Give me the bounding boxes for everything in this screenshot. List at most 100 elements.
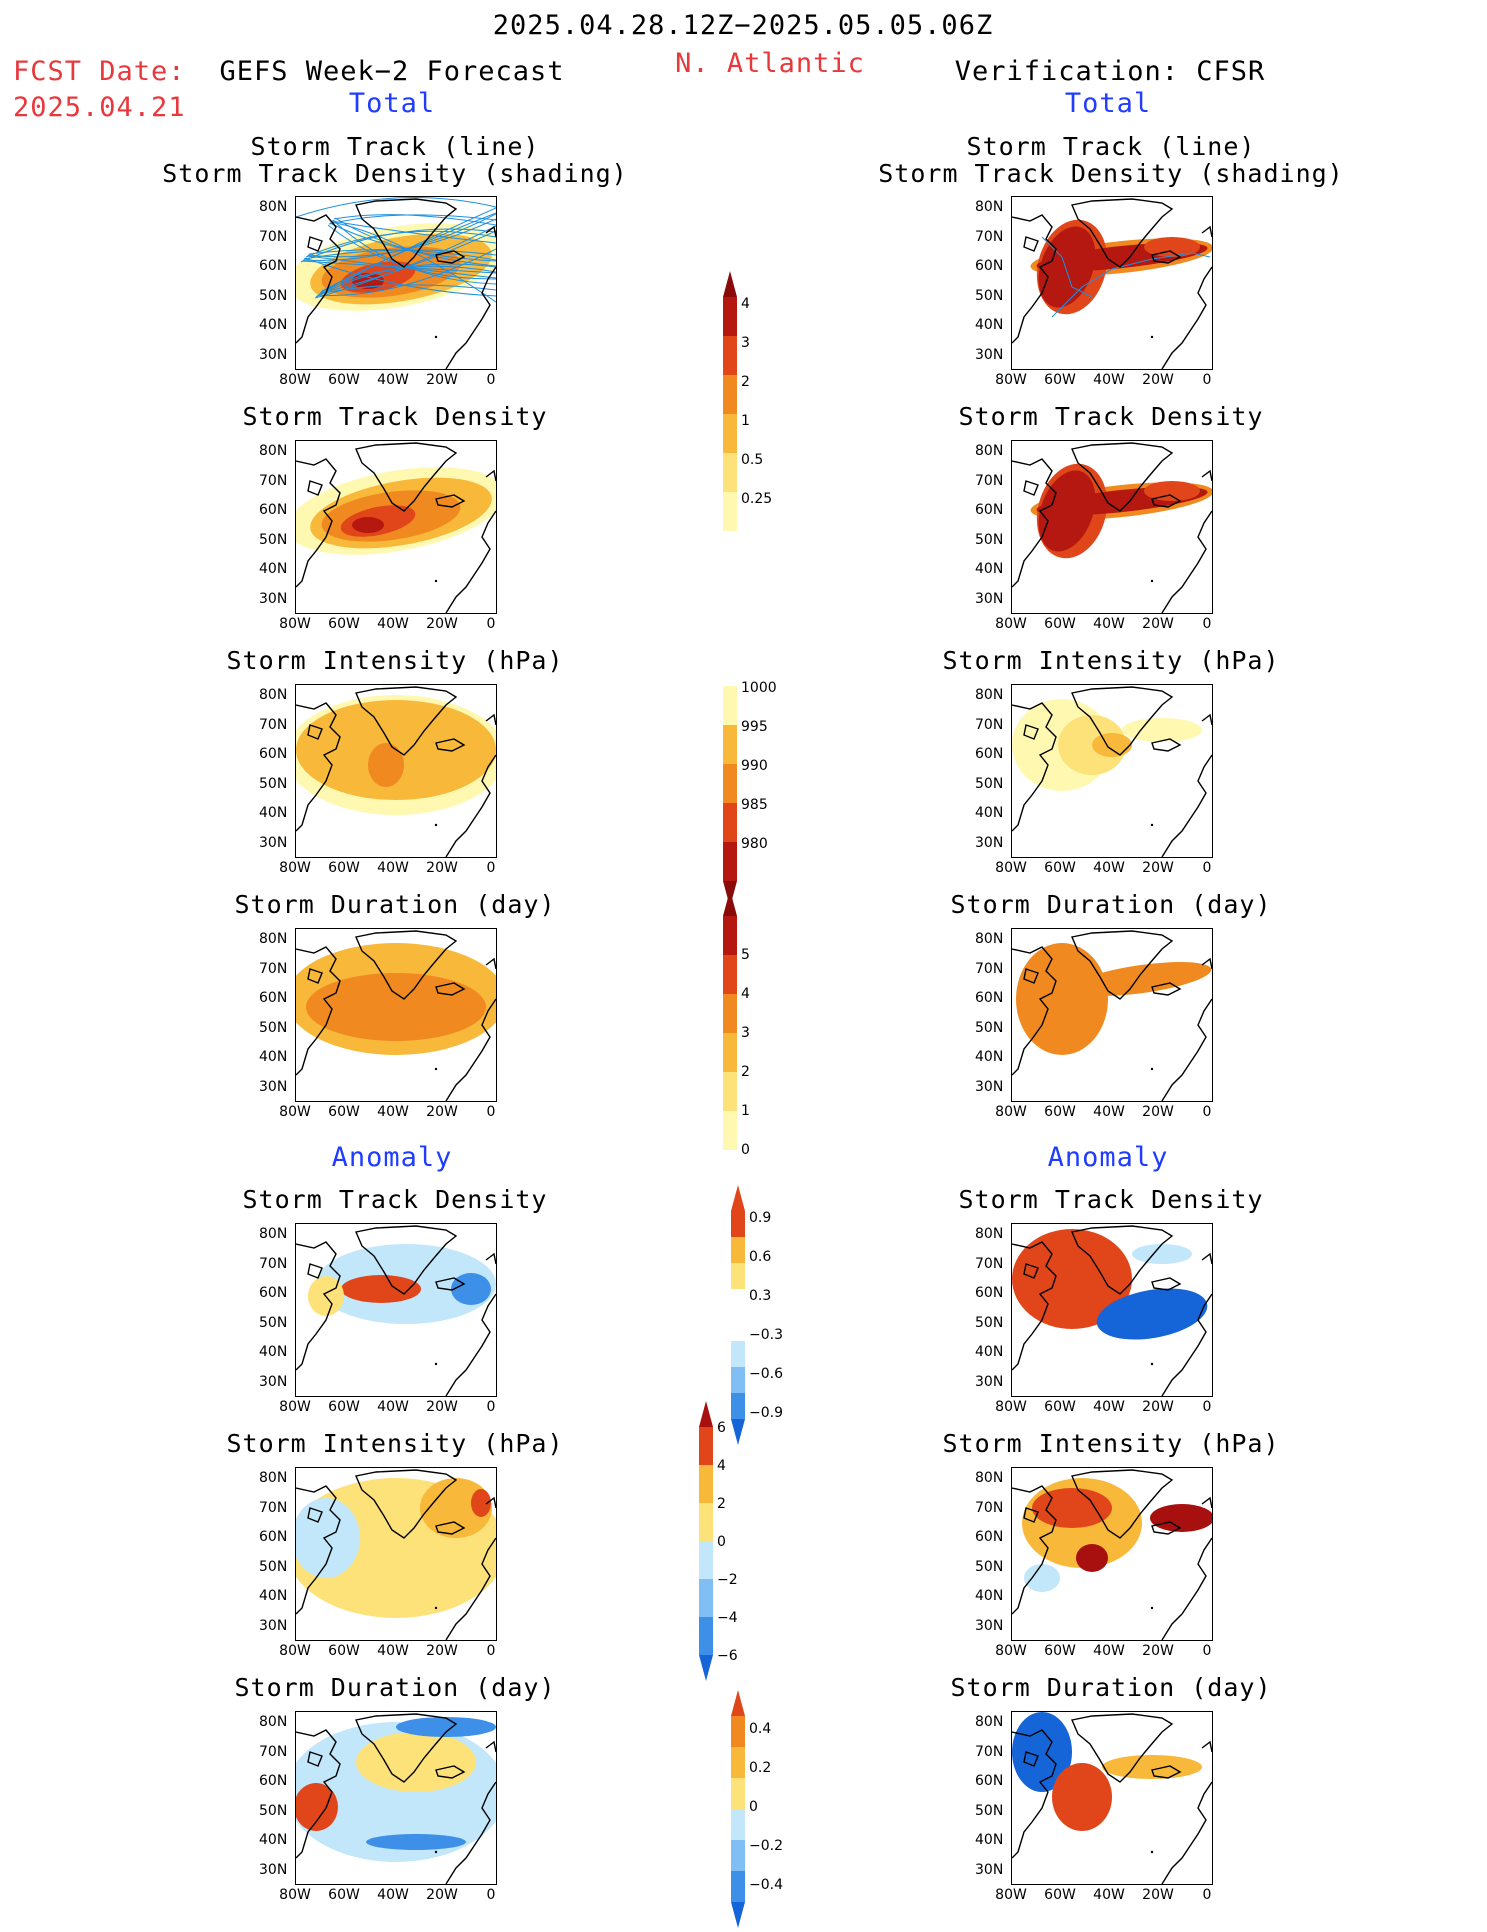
colorbar-label: −2 — [717, 1572, 738, 1588]
panel-title: Storm Duration (day) — [950, 1673, 1272, 1702]
lat-tick-label: 50N — [975, 531, 1004, 548]
lat-tick-label: 60N — [259, 990, 288, 1006]
lon-tick-label: 40W — [1093, 1887, 1125, 1903]
lon-tick-label: 80W — [995, 1399, 1027, 1415]
lat-tick-label: 50N — [975, 775, 1004, 792]
lon-tick-label: 20W — [1142, 1399, 1174, 1415]
panel-title: Storm Duration (day) — [234, 890, 556, 919]
lat-tick-label: 70N — [259, 228, 288, 245]
fc-intensity-anom-map — [295, 1467, 497, 1641]
lon-tick-label: 40W — [377, 1399, 409, 1415]
lat-tick-label: 70N — [975, 960, 1004, 977]
lat-tick-label: 80N — [975, 931, 1004, 947]
verification-total-label: Total — [1064, 88, 1152, 119]
fc-intensity-map — [295, 684, 497, 858]
panel-title: Storm Intensity (hPa) — [226, 646, 564, 675]
vf-density-anom-map — [1011, 1223, 1213, 1397]
colorbar-label: 4 — [717, 1458, 726, 1474]
colorbar-label: 5 — [741, 947, 750, 963]
colorbar-label: −4 — [717, 1610, 738, 1626]
colorbar-label: 0 — [717, 1534, 726, 1550]
colorbar-label: 1 — [741, 413, 750, 429]
lon-tick-label: 40W — [1093, 860, 1125, 876]
lon-tick-label: 60W — [328, 1104, 360, 1120]
lat-tick-label: 50N — [259, 1802, 288, 1819]
vf-intensity-map — [1011, 684, 1213, 858]
colorbar-label: −6 — [717, 1648, 738, 1664]
lat-tick-label: 40N — [975, 1344, 1004, 1360]
colorbar-label: 2 — [741, 374, 750, 390]
lat-tick-label: 70N — [975, 472, 1004, 489]
lat-tick-label: 60N — [975, 1773, 1004, 1789]
period-title: 2025.04.28.12Z−2025.05.05.06Z — [492, 10, 994, 41]
colorbar-label: −0.2 — [749, 1838, 783, 1854]
colorbar-label: −0.6 — [749, 1366, 783, 1382]
lon-tick-label: 60W — [328, 616, 360, 632]
lat-tick-label: 70N — [259, 716, 288, 733]
colorbar-density-total — [723, 271, 737, 561]
lat-tick-label: 80N — [259, 199, 288, 215]
lat-tick-label: 80N — [259, 443, 288, 459]
lon-tick-label: 60W — [1044, 1887, 1076, 1903]
lat-tick-label: 70N — [975, 1743, 1004, 1760]
colorbar-label: 0.4 — [749, 1721, 772, 1737]
colorbar-duration-total — [723, 890, 737, 1180]
lat-tick-label: 30N — [259, 346, 288, 363]
lat-tick-label: 40N — [259, 1588, 288, 1604]
lon-tick-label: 40W — [377, 372, 409, 388]
lon-tick-label: 0 — [1202, 616, 1212, 632]
vf-track-line-map — [1011, 196, 1213, 370]
lat-tick-label: 70N — [259, 960, 288, 977]
forecast-title: GEFS Week−2 Forecast — [219, 56, 565, 87]
lat-tick-label: 80N — [259, 1470, 288, 1486]
lat-tick-label: 60N — [975, 1285, 1004, 1301]
lat-tick-label: 50N — [259, 775, 288, 792]
lon-tick-label: 80W — [279, 372, 311, 388]
lat-tick-label: 30N — [975, 1617, 1004, 1634]
lat-tick-label: 40N — [975, 561, 1004, 577]
colorbar-density-anom — [731, 1185, 745, 1449]
lat-tick-label: 70N — [975, 716, 1004, 733]
lat-tick-label: 30N — [975, 1373, 1004, 1390]
lon-tick-label: 60W — [1044, 616, 1076, 632]
vf-density-map — [1011, 440, 1213, 614]
lat-tick-label: 60N — [259, 1773, 288, 1789]
lat-tick-label: 80N — [259, 931, 288, 947]
lon-tick-label: 60W — [328, 1887, 360, 1903]
lat-tick-label: 80N — [975, 1714, 1004, 1730]
lat-tick-label: 40N — [975, 1049, 1004, 1065]
colorbar-label: 4 — [741, 986, 750, 1002]
lat-tick-label: 30N — [259, 1078, 288, 1095]
colorbar-label: 1 — [741, 1103, 750, 1119]
colorbar-intensity-total — [723, 660, 737, 911]
colorbar-label: −0.4 — [749, 1877, 783, 1893]
lat-tick-label: 40N — [259, 1049, 288, 1065]
lat-tick-label: 40N — [259, 317, 288, 333]
lon-tick-label: 20W — [1142, 1104, 1174, 1120]
lat-tick-label: 50N — [975, 1019, 1004, 1036]
lon-tick-label: 80W — [279, 1399, 311, 1415]
lon-tick-label: 0 — [486, 1399, 496, 1415]
colorbar-label: 985 — [741, 797, 768, 813]
lon-tick-label: 80W — [995, 1887, 1027, 1903]
fcst-date-value: 2025.04.21 — [13, 92, 186, 123]
colorbar-duration-anom — [731, 1690, 745, 1932]
lon-tick-label: 40W — [1093, 1104, 1125, 1120]
colorbar-label: 2 — [741, 1064, 750, 1080]
panel-title: Storm Intensity (hPa) — [942, 646, 1280, 675]
lon-tick-label: 80W — [995, 1104, 1027, 1120]
lon-tick-label: 40W — [377, 1643, 409, 1659]
region-title: N. Atlantic — [675, 48, 865, 79]
lon-tick-label: 80W — [279, 1887, 311, 1903]
lon-tick-label: 80W — [995, 616, 1027, 632]
panel-title: Storm Track Density — [958, 402, 1264, 431]
lon-tick-label: 40W — [377, 1104, 409, 1120]
colorbar-label: 0.5 — [741, 452, 764, 468]
lon-tick-label: 20W — [426, 860, 458, 876]
fc-duration-map — [295, 928, 497, 1102]
fc-density-anom-map — [295, 1223, 497, 1397]
lon-tick-label: 20W — [426, 1643, 458, 1659]
colorbar-label: 0.2 — [749, 1760, 772, 1776]
lat-tick-label: 60N — [975, 502, 1004, 518]
lon-tick-label: 80W — [995, 860, 1027, 876]
